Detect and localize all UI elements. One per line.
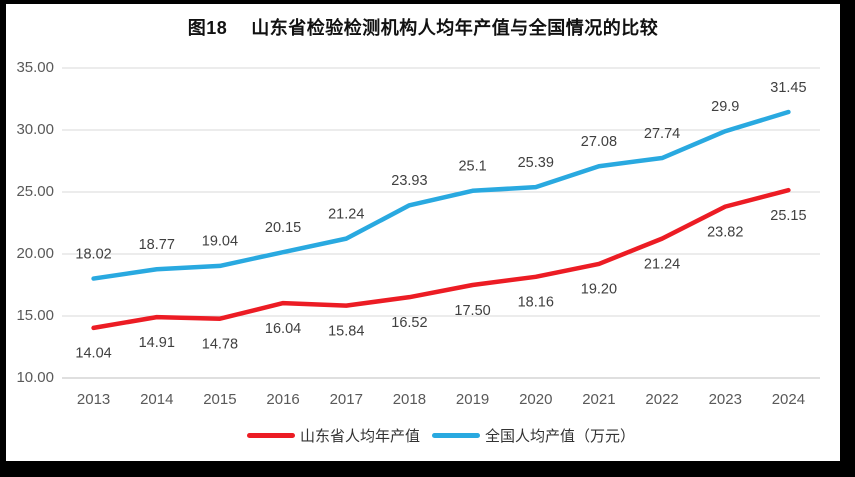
x-axis-tick-label: 2014 [140,391,173,408]
data-label: 31.45 [770,80,806,96]
data-label: 21.24 [328,206,364,222]
y-axis-tick-label: 20.00 [16,245,54,262]
data-label: 27.74 [644,126,680,142]
x-axis-tick-label: 2013 [77,391,110,408]
legend-label: 山东省人均年产值 [299,427,420,445]
chart-legend: 山东省人均年产值 全国人均产值（万元） [62,424,820,446]
y-axis-tick-label: 35.00 [16,59,54,76]
chart-canvas: 图18 山东省检验检测机构人均年产值与全国情况的比较 10.00 15.00 20.… [6,4,840,461]
data-label: 15.84 [328,323,364,339]
data-label: 16.04 [265,321,301,337]
x-axis-tick-label: 2024 [772,391,805,408]
x-axis-tick-label: 2023 [709,391,742,408]
data-label: 17.50 [454,303,490,319]
data-label: 19.20 [581,282,617,298]
data-label: 23.93 [391,173,427,189]
legend-swatch-line [246,432,295,438]
data-label: 18.02 [75,246,111,262]
x-axis-tick-label: 2020 [519,391,552,408]
x-axis-tick-label: 2021 [582,391,615,408]
legend-item: 全国人均产值（万元） [432,425,635,446]
data-label: 16.52 [391,315,427,331]
x-axis-tick-label: 2022 [645,391,678,408]
line-chart: 10.00 15.00 20.00 25.00 30.00 35.00 2013 2014 20… [16,59,820,408]
data-label: 18.77 [139,237,175,253]
x-axis-tick-label: 2017 [330,391,363,408]
data-label: 21.24 [644,256,680,272]
legend-swatch-line [432,432,480,438]
y-axis-tick-label: 15.00 [16,307,54,324]
data-label: 29.9 [711,99,739,115]
data-label: 25.39 [518,155,554,171]
y-axis-tick-label: 25.00 [16,183,54,200]
data-label: 19.04 [202,234,238,250]
data-label: 18.16 [518,295,554,311]
legend-item: 山东省人均年产值 [246,425,420,446]
chart-title: 图18 山东省检验检测机构人均年产值与全国情况的比较 [187,18,659,38]
x-axis-tick-label: 2018 [393,391,426,408]
series-line-1 [91,109,791,281]
data-label: 27.08 [581,134,617,150]
data-label: 20.15 [265,220,301,236]
x-axis-tick-label: 2016 [266,391,299,408]
legend-label: 全国人均产值（万元） [485,427,636,445]
x-axis-tick-label: 2019 [456,391,489,408]
data-label: 14.78 [202,337,238,353]
data-label: 14.04 [75,346,111,362]
y-axis-tick-label: 30.00 [16,121,54,138]
x-axis-tick-label: 2015 [203,391,236,408]
data-label: 23.82 [707,224,743,240]
data-label: 25.1 [458,159,486,175]
series-line-0 [91,187,791,331]
y-axis-tick-label: 10.00 [16,369,54,386]
data-label: 14.91 [139,335,175,351]
data-label: 25.15 [770,208,806,224]
